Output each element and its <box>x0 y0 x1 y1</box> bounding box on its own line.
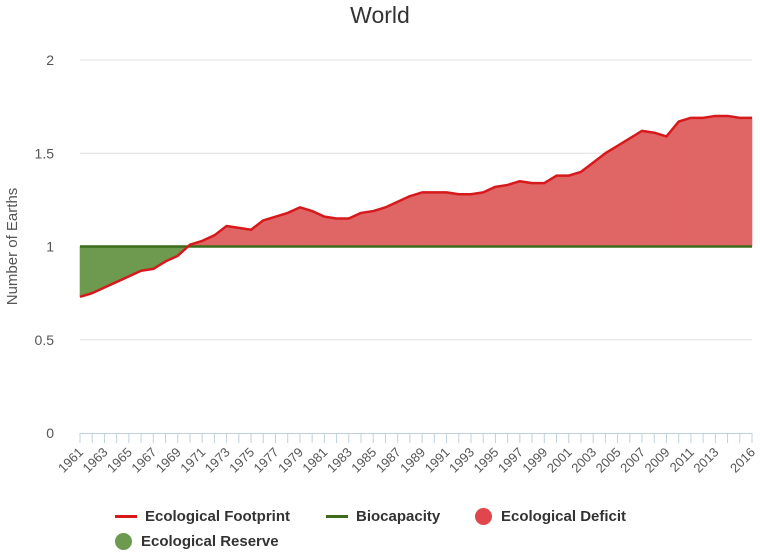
deficit-area <box>556 175 570 247</box>
x-tick-label: 1991 <box>422 445 453 476</box>
deficit-area <box>641 130 655 247</box>
y-tick-label: 0 <box>46 425 54 441</box>
legend-dot-icon <box>475 508 492 525</box>
deficit-area <box>446 192 460 247</box>
reserve-area <box>140 246 154 272</box>
deficit-area <box>275 212 289 247</box>
x-tick-label: 1999 <box>519 445 550 476</box>
deficit-area <box>580 161 594 247</box>
x-tick-label: 1997 <box>495 445 526 476</box>
x-tick-label: 1969 <box>153 445 184 476</box>
deficit-area <box>470 192 484 247</box>
x-tick-label: 1967 <box>128 445 159 476</box>
deficit-area <box>421 192 435 247</box>
deficit-area <box>531 182 545 247</box>
legend-label: Ecological Deficit <box>501 508 627 525</box>
deficit-area <box>543 175 557 247</box>
x-tick-label: 2007 <box>617 445 648 476</box>
reserve-area <box>91 246 105 294</box>
y-tick-label: 0.5 <box>35 332 55 348</box>
x-tick-label: 2016 <box>727 445 758 476</box>
deficit-area <box>299 206 313 247</box>
deficit-area <box>592 152 606 247</box>
x-tick-label: 1981 <box>299 445 330 476</box>
legend-item-biocapacity[interactable]: Biocapacity <box>326 508 440 525</box>
deficit-area <box>629 130 643 247</box>
x-tick-label: 1963 <box>80 445 111 476</box>
deficit-area <box>519 180 533 247</box>
y-tick-label: 2 <box>46 52 54 68</box>
deficit-area <box>434 192 447 247</box>
legend-item-reserve[interactable]: Ecological Reserve <box>115 533 279 550</box>
legend-line-icon <box>326 515 348 518</box>
deficit-area <box>409 192 423 247</box>
legend-label: Biocapacity <box>356 508 441 525</box>
deficit-area <box>495 184 508 247</box>
deficit-area <box>226 225 240 247</box>
legend-label: Ecological Footprint <box>145 508 290 525</box>
deficit-area <box>702 115 716 247</box>
legend-line-icon <box>115 515 137 518</box>
x-tick-label: 1979 <box>275 445 306 476</box>
deficit-area <box>360 210 374 247</box>
deficit-area <box>372 206 386 247</box>
x-tick-label: 1985 <box>348 445 379 476</box>
deficit-area <box>715 115 728 247</box>
x-tick-label: 1975 <box>226 445 257 476</box>
x-tick-label: 1961 <box>55 445 86 476</box>
x-tick-label: 2011 <box>667 445 697 475</box>
reserve-area <box>79 246 93 298</box>
x-tick-label: 2009 <box>642 445 673 476</box>
y-axis-title: Number of Earths <box>4 188 21 306</box>
deficit-area <box>458 193 472 247</box>
deficit-area <box>385 201 398 247</box>
footprint-line <box>79 114 752 299</box>
deficit-area <box>739 117 753 247</box>
x-tick-label: 2001 <box>544 445 575 476</box>
x-tick-label: 2005 <box>593 445 624 476</box>
x-tick-label: 2003 <box>568 445 599 476</box>
deficit-area <box>727 115 741 247</box>
deficit-area <box>678 117 692 247</box>
y-tick-label: 1.5 <box>35 145 55 161</box>
deficit-area <box>617 137 631 247</box>
deficit-area <box>507 180 521 247</box>
x-tick-label: 1977 <box>251 445 282 476</box>
x-tick-label: 1987 <box>373 445 404 476</box>
deficit-area <box>690 117 704 247</box>
deficit-area <box>605 145 618 247</box>
x-tick-label: 1965 <box>104 445 135 476</box>
deficit-area <box>397 195 411 247</box>
x-tick-label: 1971 <box>177 445 208 476</box>
deficit-area <box>336 218 350 247</box>
x-tick-label: 2013 <box>690 445 721 476</box>
deficit-area <box>653 132 667 247</box>
x-tick-label: 1989 <box>397 445 428 476</box>
legend-item-deficit[interactable]: Ecological Deficit <box>475 508 626 525</box>
legend-dot-icon <box>115 533 132 550</box>
deficit-area <box>482 186 496 247</box>
chart-title: World <box>350 2 410 28</box>
deficit-area <box>666 120 679 247</box>
x-tick-label: 1983 <box>324 445 355 476</box>
y-tick-label: 1 <box>46 239 54 255</box>
x-tick-label: 1993 <box>446 445 477 476</box>
deficit-area <box>324 216 337 247</box>
deficit-area <box>214 225 227 247</box>
legend-label: Ecological Reserve <box>141 533 279 550</box>
legend-item-footprint[interactable]: Ecological Footprint <box>115 508 290 525</box>
reserve-area <box>104 246 117 288</box>
x-tick-label: 1973 <box>202 445 233 476</box>
deficit-area <box>568 171 582 247</box>
x-tick-label: 1995 <box>470 445 501 476</box>
